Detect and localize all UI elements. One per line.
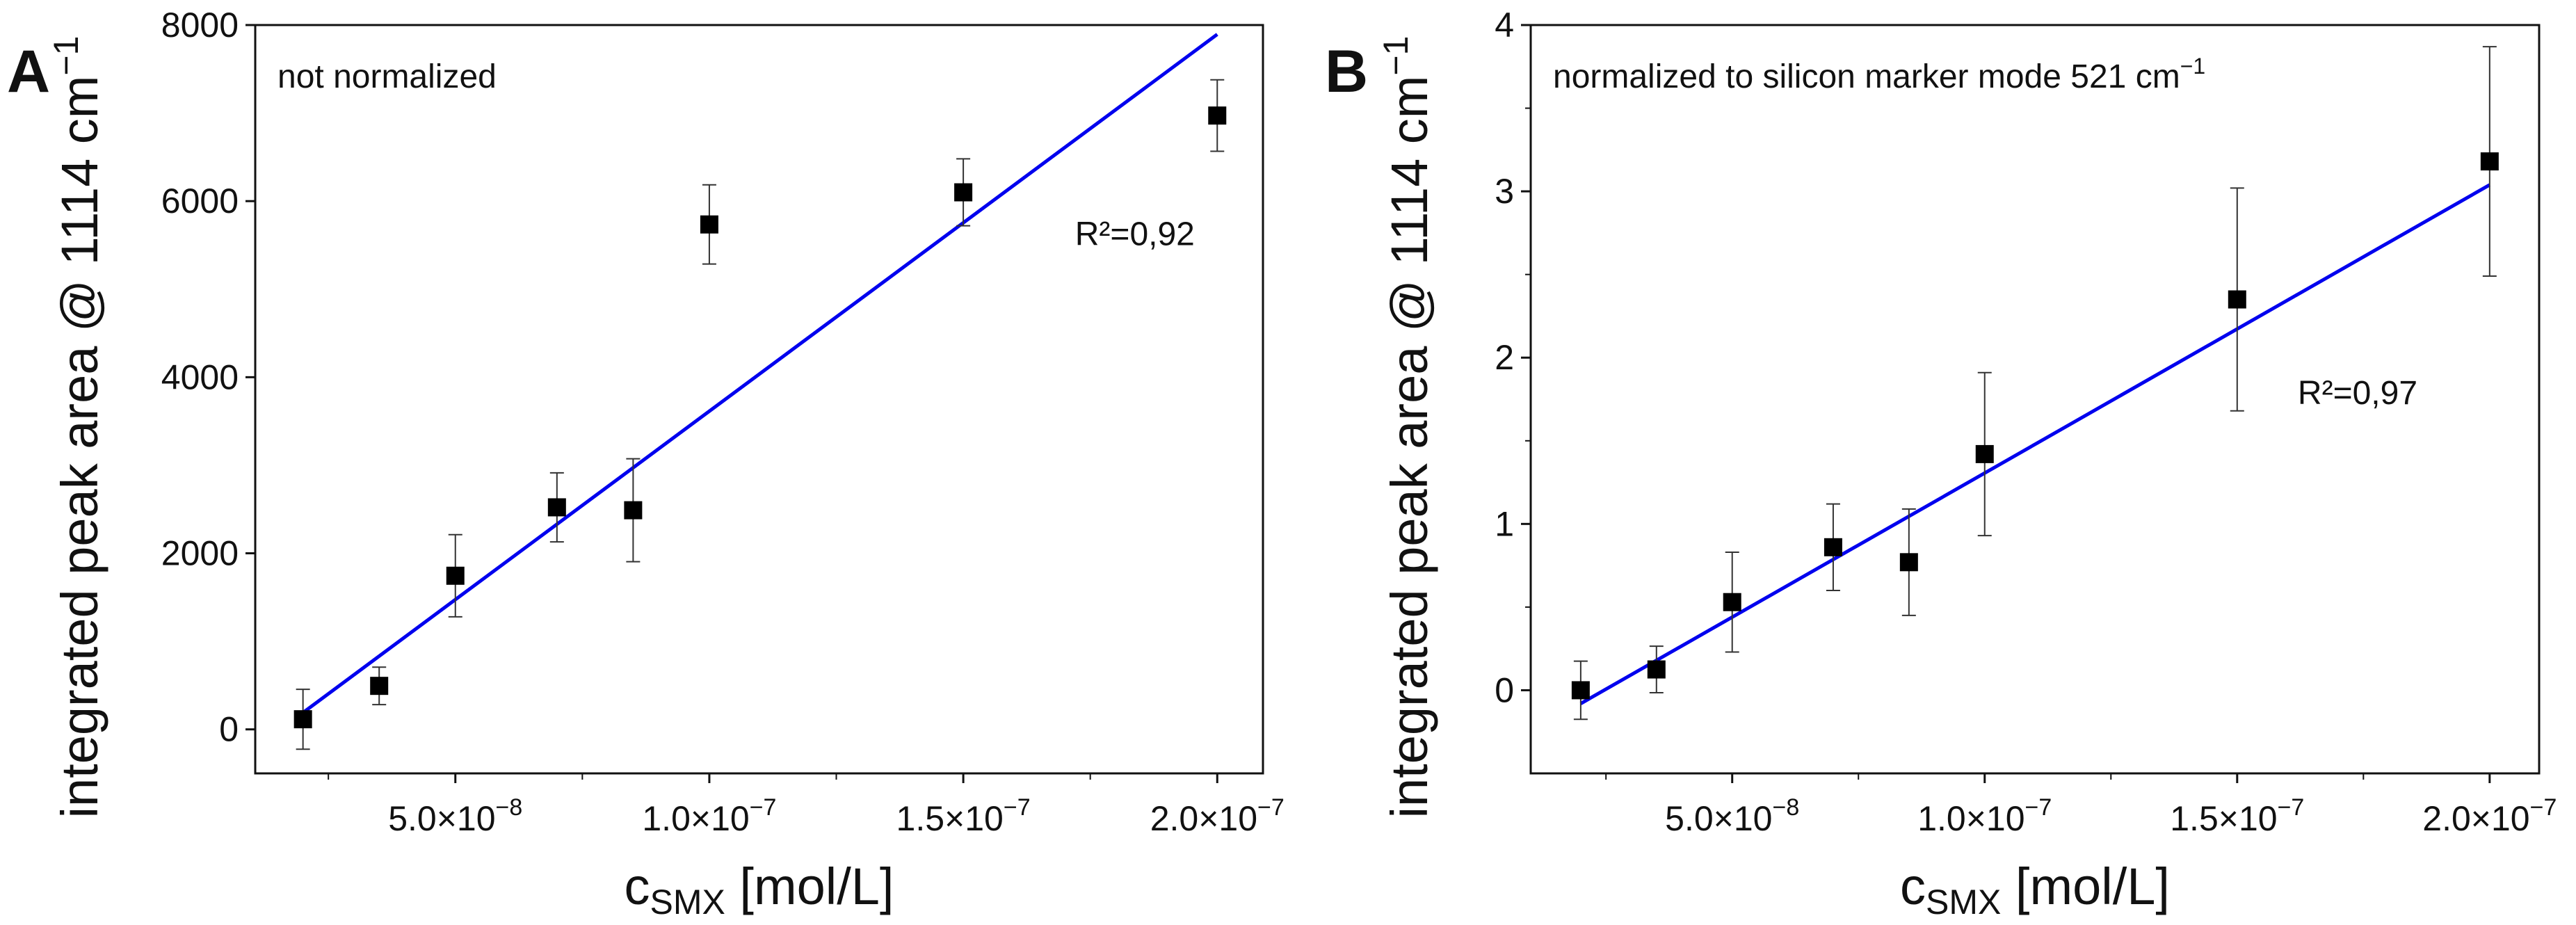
data-point [293, 710, 312, 729]
x-tick-label: 5.0×10−8 [1665, 794, 1799, 838]
data-point [547, 498, 566, 517]
y-tick-label: 3 [1495, 172, 1514, 211]
x-tick-mantissa: 5.0×10 [388, 799, 495, 838]
y-tick-label: 2000 [161, 534, 239, 573]
x-tick-label: 5.0×10−8 [388, 794, 522, 838]
x-tick-exponent: −7 [2278, 794, 2305, 821]
x-tick-label: 1.0×10−7 [1917, 794, 2052, 838]
x-axis-label-unit: [mol/L] [2001, 858, 2170, 915]
annotation-superscript: −1 [2180, 54, 2205, 79]
x-tick-label: 1.0×10−7 [642, 794, 776, 838]
annotation: not normalized [277, 58, 497, 95]
y-axis-label: integrated peak area @ 1114 cm−1 [47, 36, 108, 819]
x-axis-label-main: c [625, 858, 650, 915]
y-tick-label: 4000 [161, 357, 239, 396]
data-point [2480, 152, 2499, 171]
x-tick-label: 2.0×10−7 [1150, 794, 1285, 838]
data-point [1824, 538, 1842, 556]
x-tick-exponent: −7 [1004, 794, 1031, 821]
plot-frame [1529, 24, 2541, 775]
x-tick-mantissa: 1.5×10 [2170, 799, 2277, 838]
data-point [1899, 553, 1918, 572]
x-tick-mantissa: 1.0×10 [642, 799, 749, 838]
y-axis-label-main: integrated peak area @ 1114 cm [1380, 76, 1438, 819]
y-tick-label: 0 [219, 710, 239, 749]
fit-line [1579, 183, 2491, 705]
data-point [1975, 444, 1994, 463]
y-tick-label: 8000 [161, 6, 239, 45]
data-point [1571, 681, 1590, 700]
data-point [2228, 290, 2246, 309]
x-tick-mantissa: 1.0×10 [1917, 799, 2024, 838]
y-tick-label: 1 [1495, 504, 1514, 543]
r-squared-label: R²=0,97 [2298, 375, 2417, 412]
x-tick-mantissa: 2.0×10 [1150, 799, 1257, 838]
data-point [1723, 593, 1741, 611]
y-tick-label: 0 [1495, 670, 1514, 709]
y-axis-label: integrated peak area @ 1114 cm−1 [1376, 36, 1438, 819]
r-squared-label: R²=0,92 [1075, 216, 1195, 252]
x-tick-exponent: −8 [1772, 794, 1799, 821]
data-point [370, 677, 389, 695]
x-tick-mantissa: 2.0×10 [2422, 799, 2529, 838]
x-tick-exponent: −8 [496, 794, 523, 821]
x-axis-label-main: c [1900, 858, 1926, 915]
x-axis-label: cSMX [mol/L] [1900, 858, 2170, 922]
x-tick-label: 1.5×10−7 [896, 794, 1031, 838]
data-point [1647, 660, 1666, 679]
y-axis-label-superscript: −1 [1376, 36, 1415, 76]
x-axis-label-subscript: SMX [650, 883, 725, 922]
panel-label: B [1325, 38, 1368, 105]
data-point [700, 215, 718, 234]
x-axis-label: cSMX [mol/L] [625, 858, 894, 922]
x-tick-exponent: −7 [2025, 794, 2052, 821]
x-tick-mantissa: 1.5×10 [896, 799, 1004, 838]
plot-frame [254, 24, 1264, 775]
data-point [446, 566, 465, 585]
x-tick-label: 1.5×10−7 [2170, 794, 2304, 838]
fit-line [302, 33, 1218, 714]
y-tick-label: 6000 [161, 182, 239, 220]
annotation-text: not normalized [277, 58, 497, 95]
x-axis-label-unit: [mol/L] [725, 858, 894, 915]
annotation: normalized to silicon marker mode 521 cm… [1553, 54, 2205, 95]
y-axis-label-superscript: −1 [47, 36, 86, 76]
x-tick-exponent: −7 [750, 794, 777, 821]
data-point [954, 183, 973, 202]
x-axis-label-subscript: SMX [1926, 883, 2001, 922]
x-tick-label: 2.0×10−7 [2422, 794, 2557, 838]
y-tick-label: 2 [1495, 338, 1514, 377]
x-tick-mantissa: 5.0×10 [1665, 799, 1772, 838]
y-tick-label: 4 [1495, 6, 1514, 45]
annotation-text: normalized to silicon marker mode 521 cm [1553, 58, 2180, 95]
x-tick-exponent: −7 [2530, 794, 2557, 821]
data-point [624, 501, 643, 520]
x-tick-exponent: −7 [1257, 794, 1285, 821]
y-axis-label-main: integrated peak area @ 1114 cm [51, 76, 108, 819]
panel-label: A [7, 38, 50, 105]
data-point [1208, 106, 1227, 125]
